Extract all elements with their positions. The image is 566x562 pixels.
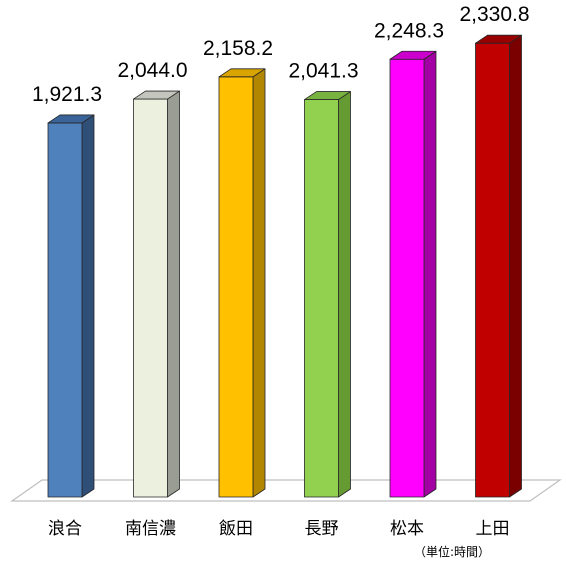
unit-note: （単位:時間） [414, 544, 490, 559]
bar-top-face [389, 50, 437, 60]
bar-front-face [304, 99, 339, 498]
bar-1 [47, 114, 95, 498]
category-label: 上田 [476, 519, 510, 539]
chart-floor [10, 479, 562, 502]
bar-top-face [47, 114, 95, 124]
bar-side-face [338, 91, 351, 498]
bar-top-face [475, 34, 522, 44]
bar-front-face [389, 58, 425, 498]
category-label: 南信濃 [125, 519, 176, 539]
bar-6 [475, 34, 522, 498]
category-label: 浪合 [48, 519, 82, 539]
bar-5 [389, 50, 437, 498]
bar-side-face [252, 68, 266, 498]
value-label: 2,044.0 [117, 59, 187, 82]
value-label: 1,921.3 [32, 83, 102, 106]
bar-side-face [509, 34, 522, 498]
value-label: 2,041.3 [288, 60, 358, 83]
value-label: 2,248.3 [374, 19, 444, 42]
bar-top-face [304, 91, 351, 100]
bar-side-face [81, 114, 95, 498]
bar-top-face [133, 90, 180, 100]
bars-group [47, 34, 522, 498]
category-label: 飯田 [219, 519, 253, 539]
bar-side-face [167, 90, 180, 498]
value-label: 2,158.2 [203, 37, 273, 60]
bar-2 [133, 90, 180, 498]
category-labels-group: 浪合 南信濃 飯田 長野 松本 上田 [48, 519, 510, 539]
bar-front-face [218, 76, 254, 498]
bar-4 [304, 91, 351, 498]
bar-side-face [423, 50, 437, 498]
bar-top-face [218, 68, 266, 78]
value-labels-group: 1,921.3 2,044.0 2,158.2 2,041.3 2,248.3 2,330… [32, 3, 530, 106]
value-label: 2,330.8 [459, 3, 529, 26]
bar-3 [218, 68, 266, 498]
bar-front-face [475, 42, 510, 498]
floor-plane [10, 479, 562, 502]
category-label: 松本 [390, 519, 424, 539]
bar-front-face [133, 98, 168, 498]
category-label: 長野 [305, 519, 339, 539]
bar-front-face [47, 122, 83, 498]
